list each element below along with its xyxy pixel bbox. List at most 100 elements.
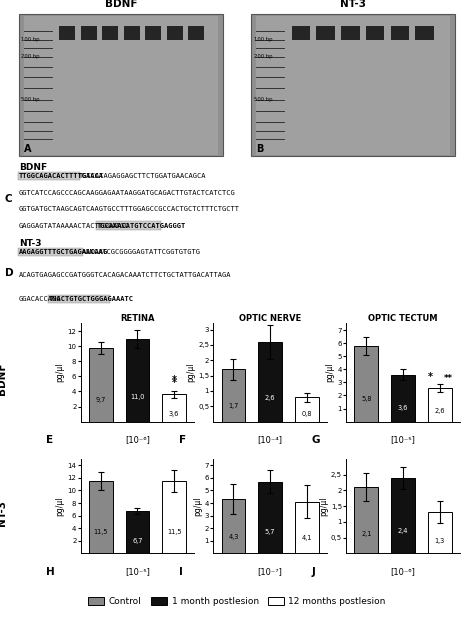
Text: NT-3: NT-3	[19, 239, 41, 248]
FancyBboxPatch shape	[316, 25, 335, 40]
Text: AGNCATCGCGGGGAGTATTCGGTGTGTG: AGNCATCGCGGGGAGTATTCGGTGTGTG	[82, 248, 201, 255]
FancyBboxPatch shape	[188, 25, 204, 40]
Text: NT-3: NT-3	[0, 499, 8, 526]
Bar	[162, 481, 186, 554]
FancyBboxPatch shape	[59, 25, 75, 40]
Y-axis label: pg/µl: pg/µl	[186, 363, 195, 382]
Text: ACAGTGAGAGCCGATGGGTCACAGACAAATCTTCTGCTATTGACATTAGA: ACAGTGAGAGCCGATGGGTCACAGACAAATCTTCTGCTAT…	[19, 272, 231, 278]
Text: I: I	[179, 567, 183, 576]
Text: [10⁻⁵]: [10⁻⁵]	[125, 567, 150, 576]
Text: 500 bp: 500 bp	[254, 97, 272, 102]
Text: *: *	[172, 378, 177, 388]
Text: 1,7: 1,7	[228, 403, 239, 409]
FancyBboxPatch shape	[292, 25, 310, 40]
Text: 5,8: 5,8	[361, 396, 372, 402]
Text: 0,8: 0,8	[301, 411, 312, 417]
Text: [10⁻⁶]: [10⁻⁶]	[391, 567, 415, 576]
FancyBboxPatch shape	[256, 16, 450, 155]
Text: BDNF: BDNF	[19, 164, 47, 173]
Text: BDNF: BDNF	[0, 363, 8, 396]
Bar	[258, 482, 282, 554]
Bar	[126, 511, 149, 554]
Bar	[126, 339, 149, 422]
Text: 6,7: 6,7	[132, 538, 143, 544]
Title: RETINA: RETINA	[120, 313, 155, 323]
Text: 200 bp: 200 bp	[21, 54, 40, 59]
Title: OPTIC NERVE: OPTIC NERVE	[239, 313, 301, 323]
FancyBboxPatch shape	[19, 15, 223, 157]
FancyBboxPatch shape	[81, 25, 97, 40]
Text: 100 bp: 100 bp	[254, 37, 272, 42]
Text: 5,7: 5,7	[265, 529, 275, 535]
Bar	[89, 348, 113, 422]
Text: *: *	[172, 375, 177, 385]
Text: TTGGCAGACACTTTTGAACA: TTGGCAGACACTTTTGAACA	[19, 173, 104, 179]
Legend: Control, 1 month postlesion, 12 months postlesion: Control, 1 month postlesion, 12 months p…	[84, 593, 390, 610]
Y-axis label: pg/µl: pg/µl	[55, 363, 64, 382]
Text: 3,6: 3,6	[398, 404, 408, 411]
Text: GGTCATCCAGCCCAGCAAGGAGAATAAGGATGCAGACTTGTACTCATCTCG: GGTCATCCAGCCCAGCAAGGAGAATAAGGATGCAGACTTG…	[19, 190, 236, 196]
Bar	[258, 342, 282, 422]
Bar	[295, 397, 319, 422]
FancyBboxPatch shape	[96, 221, 161, 230]
Text: [10⁻⁶]: [10⁻⁶]	[125, 435, 150, 444]
Text: TGCAAACATGTCCATGAGGGT: TGCAAACATGTCCATGAGGGT	[97, 222, 186, 229]
Bar	[162, 394, 186, 422]
Text: A: A	[24, 144, 31, 154]
Text: H: H	[46, 567, 55, 576]
Bar	[428, 387, 452, 422]
Text: 2,4: 2,4	[398, 528, 408, 534]
FancyBboxPatch shape	[416, 25, 434, 40]
Text: 4,1: 4,1	[301, 535, 312, 541]
Text: 2,1: 2,1	[361, 531, 372, 537]
Text: 11,0: 11,0	[130, 394, 145, 399]
Text: D: D	[5, 269, 13, 278]
FancyBboxPatch shape	[145, 25, 161, 40]
Text: AAGAGGTTTGCTGAGAACAAG: AAGAGGTTTGCTGAGAACAAG	[19, 248, 108, 255]
Text: **: **	[444, 374, 453, 382]
FancyBboxPatch shape	[341, 25, 360, 40]
Text: E: E	[46, 435, 54, 446]
Bar	[221, 370, 246, 422]
FancyBboxPatch shape	[167, 25, 183, 40]
Text: NT-3: NT-3	[340, 0, 366, 9]
FancyBboxPatch shape	[102, 25, 118, 40]
Bar	[221, 499, 246, 554]
Text: BDNF: BDNF	[105, 0, 137, 9]
Bar	[295, 502, 319, 554]
FancyBboxPatch shape	[48, 295, 110, 303]
Text: G: G	[312, 435, 320, 446]
FancyBboxPatch shape	[18, 172, 80, 181]
Text: [10⁻⁴]: [10⁻⁴]	[258, 435, 283, 444]
Text: 11,5: 11,5	[93, 529, 108, 535]
Text: GGACACCAGG: GGACACCAGG	[19, 296, 62, 301]
Text: TNACTGTGCTGGGAGAAATC: TNACTGTGCTGGGAGAAATC	[49, 296, 134, 301]
Text: 3,6: 3,6	[169, 411, 179, 416]
Text: 500 bp: 500 bp	[21, 97, 40, 102]
Text: 100 bp: 100 bp	[21, 37, 40, 42]
Text: TGTCATAGAGGAGCTTCTGGATGAACAGCA: TGTCATAGAGGAGCTTCTGGATGAACAGCA	[79, 173, 207, 179]
FancyBboxPatch shape	[366, 25, 384, 40]
Text: *: *	[428, 372, 433, 382]
Bar	[354, 487, 378, 554]
Y-axis label: pg/µl: pg/µl	[193, 496, 202, 516]
Text: F: F	[179, 435, 186, 446]
Text: 2,6: 2,6	[265, 395, 275, 401]
Y-axis label: pg/µl: pg/µl	[55, 496, 64, 516]
Y-axis label: pg/µl: pg/µl	[319, 496, 328, 516]
Text: 2,6: 2,6	[434, 408, 445, 415]
FancyBboxPatch shape	[391, 25, 409, 40]
Bar	[354, 346, 378, 422]
Title: OPTIC TECTUM: OPTIC TECTUM	[368, 313, 438, 323]
Text: GGTGATGCTAAGCAGTCAAGTGCCTTTGGAGCCGCCACTGCTCTTTCTGCTT: GGTGATGCTAAGCAGTCAAGTGCCTTTGGAGCCGCCACTG…	[19, 206, 240, 212]
Bar	[89, 481, 113, 554]
Text: 1,3: 1,3	[435, 538, 445, 544]
Text: 4,3: 4,3	[228, 534, 239, 540]
FancyBboxPatch shape	[18, 248, 83, 255]
Text: 200 bp: 200 bp	[254, 54, 272, 59]
Y-axis label: pg/µl: pg/µl	[326, 363, 335, 382]
Text: J: J	[312, 567, 316, 576]
Text: GAGGAGTATAAAAACTACTTGGATGC: GAGGAGTATAAAAACTACTTGGATGC	[19, 222, 129, 229]
Bar	[428, 513, 452, 554]
Text: 9,7: 9,7	[96, 397, 106, 403]
